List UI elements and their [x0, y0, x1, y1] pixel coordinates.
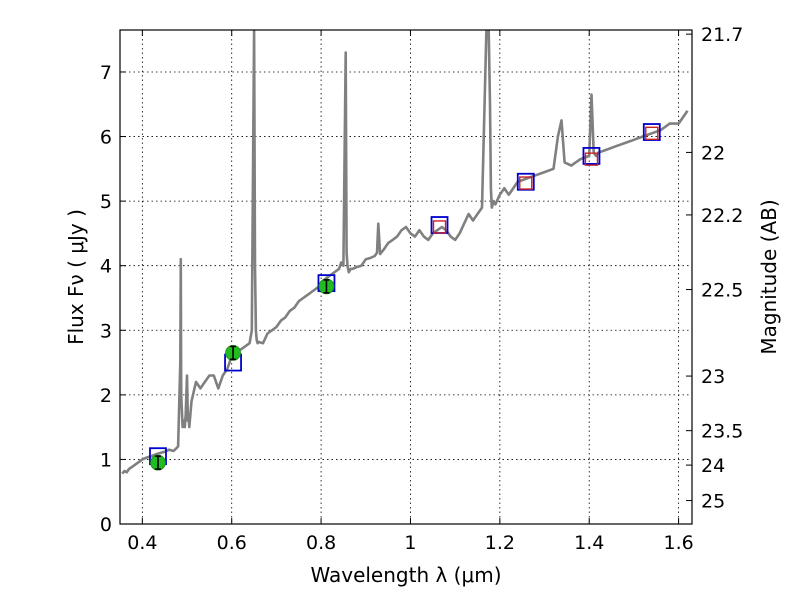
- y-tick-label: 1: [100, 449, 112, 471]
- y2-tick-label: 23.5: [701, 421, 743, 443]
- markers-layer: [149, 123, 661, 471]
- y2-tick-label: 22.5: [701, 280, 743, 302]
- y2-tick-label: 22.2: [701, 205, 743, 227]
- x-tick-label: 1: [404, 532, 416, 554]
- spectrum-line: [121, 30, 689, 475]
- y2-tick-label: 25: [701, 491, 725, 513]
- plot-frame: [119, 29, 693, 525]
- model-photometry-square: [516, 172, 535, 191]
- y-axis-title: Flux Fν ( μJy ): [64, 209, 88, 345]
- model-spectrum-square: [519, 176, 533, 190]
- axis-ticks: [120, 30, 692, 525]
- model-spectrum-square: [432, 220, 447, 234]
- x-tick-label: 1.6: [663, 532, 693, 554]
- y-tick-label: 5: [100, 191, 112, 213]
- axis-tick-labels: 0.4 0.6 0.8 1 1.2 1.4 1.60123456721.72222.222.…: [100, 24, 743, 554]
- y2-tick-label: 24: [701, 455, 725, 477]
- y-tick-label: 2: [100, 385, 112, 407]
- y-tick-label: 4: [100, 256, 112, 278]
- x-tick-label: 0.6: [217, 532, 247, 554]
- grid-lines: [120, 30, 692, 525]
- x-tick-label: 0.4: [127, 532, 157, 554]
- y-tick-label: 7: [100, 62, 112, 84]
- model-photometry-square: [582, 147, 601, 165]
- model-spectrum-square: [645, 126, 659, 141]
- y2-tick-label: 22: [701, 142, 725, 164]
- y2-axis-title: Magnitude (AB): [757, 199, 781, 354]
- x-tick-label: 1.2: [485, 532, 515, 554]
- spectrum-layer: [121, 30, 689, 475]
- x-tick-label: 0.8: [306, 532, 336, 554]
- y2-tick-label: 23: [701, 366, 725, 388]
- model-photometry-square: [642, 123, 661, 141]
- y-tick-label: 6: [100, 127, 112, 149]
- y-tick-label: 0: [100, 514, 112, 536]
- y2-tick-label: 21.7: [701, 24, 743, 46]
- x-tick-label: 1.4: [574, 532, 604, 554]
- x-axis-title: Wavelength λ (μm): [310, 563, 501, 587]
- y-tick-label: 3: [100, 320, 112, 342]
- model-spectrum-square: [584, 152, 599, 166]
